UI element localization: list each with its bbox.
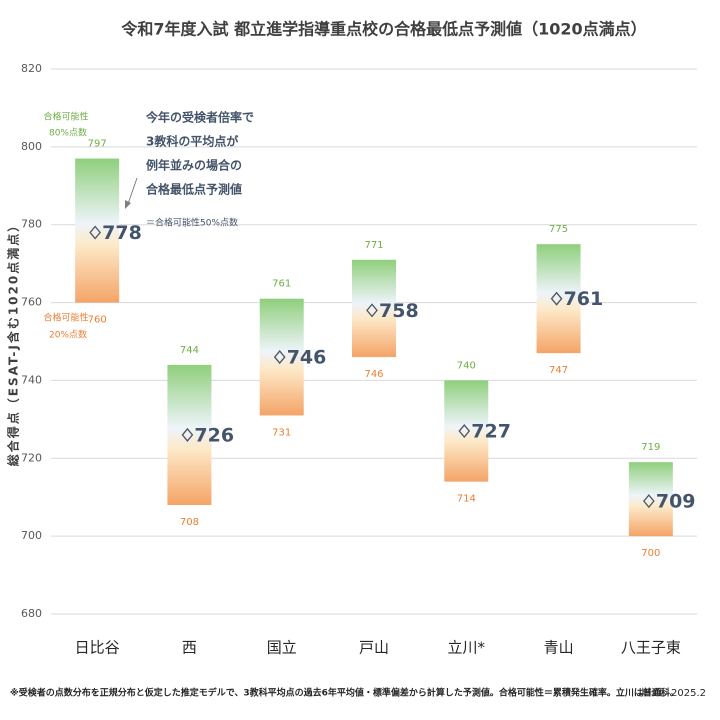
range-bar xyxy=(167,364,212,505)
low-note: 20%点数 xyxy=(49,329,87,341)
mid-marker xyxy=(550,291,563,306)
high-label: 761 xyxy=(272,279,291,290)
range-bar xyxy=(536,244,581,354)
y-tick-label: 820 xyxy=(21,62,42,75)
x-tick-label: 西 xyxy=(182,639,197,657)
y-tick-label: 800 xyxy=(21,140,42,153)
mid-note-sub: ＝合格可能性50%点数 xyxy=(146,217,238,229)
y-tick-label: 720 xyxy=(21,451,42,464)
x-tick-label: 日比谷 xyxy=(75,639,120,657)
range-bar xyxy=(75,158,120,303)
y-tick-label: 680 xyxy=(21,607,42,620)
x-tick-label: 戸山 xyxy=(359,639,389,657)
mid-marker xyxy=(89,225,101,240)
y-tick-label: 700 xyxy=(21,529,42,542)
mid-marker xyxy=(181,427,194,442)
credit: よはし 2025.2 xyxy=(638,687,706,699)
high-label: 740 xyxy=(457,360,476,371)
low-note: 合格可能性 xyxy=(43,312,88,324)
mid-marker xyxy=(273,350,286,365)
mid-note: 3教科の平均点が xyxy=(146,134,238,149)
mid-label: 758 xyxy=(379,300,419,322)
low-label: 746 xyxy=(364,369,383,380)
x-tick-label: 八王子東 xyxy=(621,639,681,657)
high-label: 797 xyxy=(88,139,107,150)
mid-note: 今年の受検者倍率で xyxy=(145,110,254,125)
range-bar xyxy=(628,462,673,537)
mid-label: 709 xyxy=(656,491,696,513)
low-label: 731 xyxy=(272,427,291,438)
footnote: ※受検者の点数分布を正規分布と仮定した推定モデルで、3教科平均点の過去6年平均値… xyxy=(10,687,679,699)
mid-note: 合格最低点予測値 xyxy=(146,182,242,197)
low-label: 714 xyxy=(457,494,476,505)
mid-label: 726 xyxy=(194,424,234,446)
low-label: 708 xyxy=(180,517,199,528)
mid-note: 例年並みの場合の xyxy=(146,158,242,173)
range-bar xyxy=(352,259,396,358)
plot xyxy=(75,158,673,537)
high-note: 80%点数 xyxy=(49,127,87,139)
low-label: 760 xyxy=(88,315,107,326)
high-label: 775 xyxy=(549,224,568,235)
y-axis-label: 総合得点（ESAT-J含む1020点満点） xyxy=(6,218,21,466)
low-label: 700 xyxy=(641,548,660,559)
mid-label: 746 xyxy=(287,347,327,369)
high-label: 719 xyxy=(641,442,660,453)
mid-label: 727 xyxy=(471,421,511,443)
range-bar xyxy=(259,298,304,416)
x-tick-label: 青山 xyxy=(544,639,574,657)
mid-marker xyxy=(366,303,378,318)
mid-label: 778 xyxy=(102,222,142,244)
note-arrow xyxy=(127,177,138,205)
high-note: 合格可能性 xyxy=(43,111,88,123)
high-label: 744 xyxy=(180,345,199,356)
mid-label: 761 xyxy=(564,288,604,310)
chart-title: 令和7年度入試 都立進学指導重点校の合格最低点予測値（1020点満点） xyxy=(120,20,646,39)
high-label: 771 xyxy=(364,240,383,251)
x-tick-label: 立川* xyxy=(448,639,486,657)
mid-marker xyxy=(458,424,471,439)
note-arrow-head xyxy=(125,200,131,209)
low-label: 747 xyxy=(549,365,568,376)
range-bar xyxy=(444,380,489,482)
y-tick-label: 780 xyxy=(21,218,42,231)
mid-marker xyxy=(643,494,655,509)
y-tick-label: 760 xyxy=(21,296,42,309)
x-tick-label: 国立 xyxy=(267,639,297,657)
y-tick-label: 740 xyxy=(21,373,42,386)
